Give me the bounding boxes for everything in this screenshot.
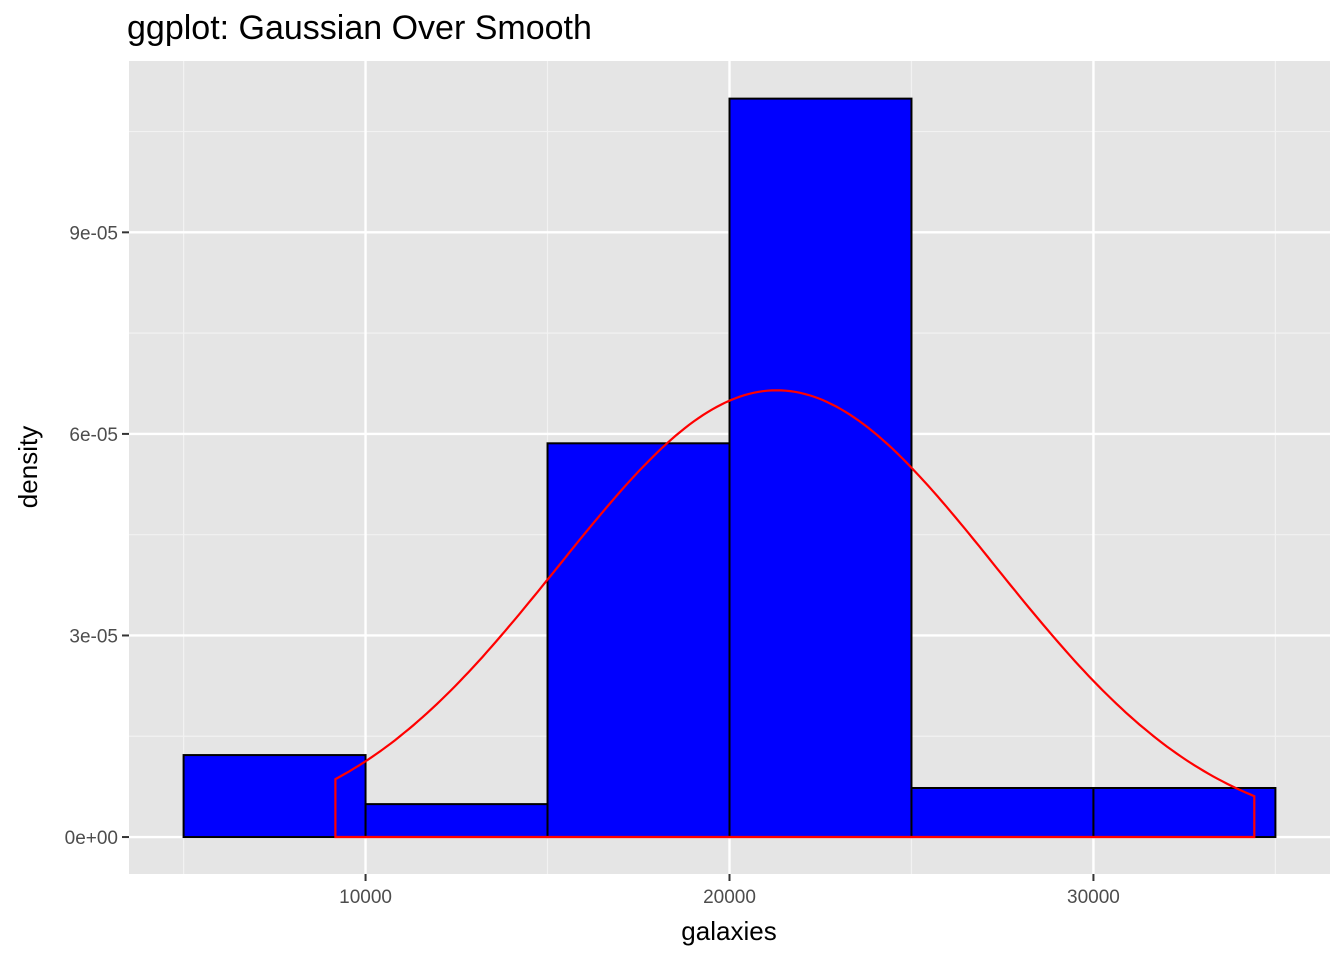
histogram-bar-4 (910, 786, 1095, 839)
x-tick-label-1: 20000 (703, 887, 756, 908)
histogram-bar-5 (1092, 786, 1277, 839)
histogram-bars (182, 97, 1277, 839)
chart-title: ggplot: Gaussian Over Smooth (127, 9, 592, 47)
histogram-bar-1 (364, 803, 549, 839)
x-tick-label-2: 30000 (1067, 887, 1120, 908)
histogram-bar-3 (728, 97, 913, 839)
y-tick-label-3: 9e-05 (69, 223, 118, 244)
y-tick-label-0: 0e+00 (65, 828, 118, 849)
density-curve (334, 389, 1256, 839)
x-axis-title: galaxies (681, 916, 776, 946)
y-tick-label-2: 6e-05 (69, 425, 118, 446)
histogram-bar-2 (546, 442, 731, 839)
x-axis: 10000 20000 30000 (339, 874, 1120, 908)
histogram-bar-0 (182, 754, 367, 839)
x-tick-label-0: 10000 (339, 887, 392, 908)
y-axis-title: density (13, 426, 43, 508)
y-axis: 0e+00 3e-05 6e-05 9e-05 (65, 223, 129, 849)
y-tick-label-1: 3e-05 (69, 626, 118, 647)
